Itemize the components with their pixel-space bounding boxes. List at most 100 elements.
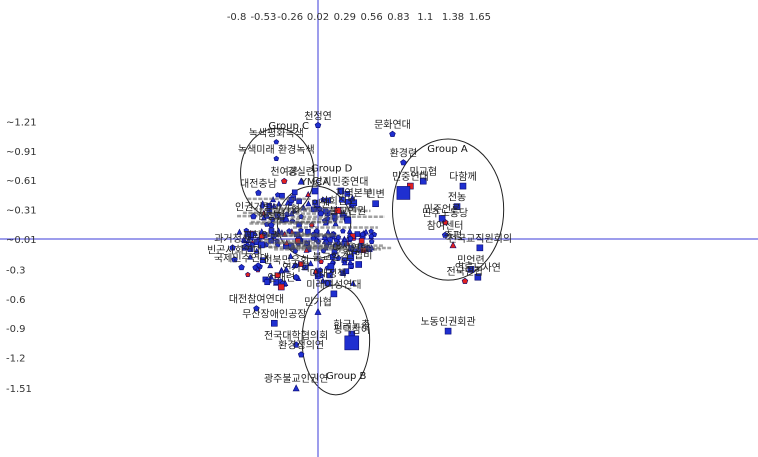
data-point: [292, 273, 300, 280]
cluster-marker: [258, 228, 265, 235]
data-point: [449, 241, 457, 249]
cluster-marker: [298, 261, 304, 267]
data-point: [347, 254, 355, 261]
point-label: 대전참여연대: [229, 294, 284, 306]
data-point: [282, 214, 290, 222]
group-label: Group A: [427, 144, 468, 155]
data-point: [453, 203, 461, 210]
y-tick-label: ~0.01: [6, 235, 37, 246]
point-label: 문화연대: [374, 119, 411, 131]
data-point: [441, 231, 449, 238]
group-label: Group B: [326, 371, 367, 382]
cluster-marker: [325, 197, 331, 204]
point-label: 전농: [448, 192, 466, 204]
cluster-marker: [340, 228, 346, 234]
y-tick-label: -1.2: [6, 354, 26, 365]
cluster-marker: [268, 228, 275, 234]
cluster-marker: [368, 228, 374, 234]
cluster-marker: [244, 231, 251, 238]
data-point: [238, 264, 245, 271]
y-tick-label: ~0.61: [6, 176, 37, 187]
point-label: 환경련: [390, 147, 418, 160]
cluster-marker: [279, 192, 285, 199]
data-point: [476, 244, 484, 252]
cluster-marker: [329, 254, 336, 260]
cluster-marker: [305, 200, 312, 207]
data-point: [314, 121, 322, 128]
data-point: [231, 256, 238, 263]
cluster-marker: [259, 257, 266, 264]
point-label: 한국노총: [333, 319, 370, 331]
point-label: 전북민우회: [263, 254, 309, 266]
data-points: [229, 121, 484, 392]
cluster-marker: [312, 199, 318, 206]
point-label: 경실련: [287, 165, 315, 178]
data-point: [344, 335, 360, 351]
point-label: 인권기링: [235, 201, 272, 213]
point-label: 언개련: [267, 272, 295, 284]
cluster-marker: [247, 253, 254, 260]
point-label: 미래정책: [310, 268, 347, 280]
point-label: 과거청산: [214, 233, 251, 245]
cluster-marker: [274, 272, 281, 279]
data-point: [396, 186, 411, 200]
point-label: 민가협: [272, 202, 300, 215]
data-point: [327, 263, 335, 270]
data-point: [273, 155, 280, 161]
data-point: [253, 305, 260, 312]
x-tick-label: 0.29: [334, 12, 356, 23]
point-label: 녹색평화녹색: [249, 127, 304, 139]
group-ellipse: [391, 138, 505, 281]
data-point: [271, 319, 278, 327]
data-point: [407, 182, 414, 190]
cluster-marker: [284, 199, 291, 206]
cluster-marker: [339, 197, 345, 203]
group-label: Group D: [311, 163, 353, 174]
data-point: [273, 139, 280, 145]
point-label: 미래여성연대: [306, 279, 361, 291]
point-label: 빈곤사회연대: [207, 245, 262, 257]
point-label: 여성연합: [332, 243, 369, 255]
point-label: 불교환경: [313, 250, 350, 263]
point-label: 연합비: [345, 249, 373, 261]
cluster-marker: [310, 235, 317, 241]
point-label: 다함께: [449, 171, 477, 183]
group-label: Group C: [268, 121, 309, 132]
cluster-marker: [307, 260, 314, 267]
cluster-marker: [253, 247, 260, 254]
point-label: 불교인권: [329, 205, 366, 217]
data-point: [311, 187, 319, 195]
data-point: [324, 279, 332, 287]
cluster-marker: [343, 268, 350, 275]
cluster-marker: [321, 234, 328, 241]
x-tick-label: 1.65: [469, 12, 491, 23]
cluster-marker: [368, 238, 375, 244]
point-label: 지역본부: [335, 188, 372, 200]
cluster-marker: [260, 214, 267, 221]
data-point: [400, 159, 407, 166]
x-tick-label: 0.02: [307, 12, 329, 23]
data-point: [467, 266, 475, 273]
data-point: [229, 244, 236, 251]
y-tick-label: ~1.21: [6, 117, 37, 128]
cluster-marker: [236, 228, 243, 235]
dense-cluster: [236, 189, 392, 287]
point-label: 민주언론: [424, 203, 461, 215]
cluster-marker: [318, 258, 324, 265]
data-point: [474, 273, 482, 281]
cluster-marker: [245, 271, 251, 278]
cluster-marker: [302, 264, 308, 271]
cluster-marker: [240, 236, 247, 243]
point-label: 대전충남: [240, 178, 277, 190]
data-point: [292, 341, 300, 348]
data-point: [297, 351, 305, 358]
data-point: [314, 307, 322, 315]
cluster-marker: [346, 227, 353, 234]
data-point: [459, 182, 467, 190]
y-tick-label: ~0.91: [6, 147, 37, 158]
cluster-marker: [312, 268, 319, 275]
x-tick-label: 1.38: [442, 12, 464, 23]
cluster-marker: [298, 227, 304, 233]
cluster-marker: [267, 262, 274, 269]
